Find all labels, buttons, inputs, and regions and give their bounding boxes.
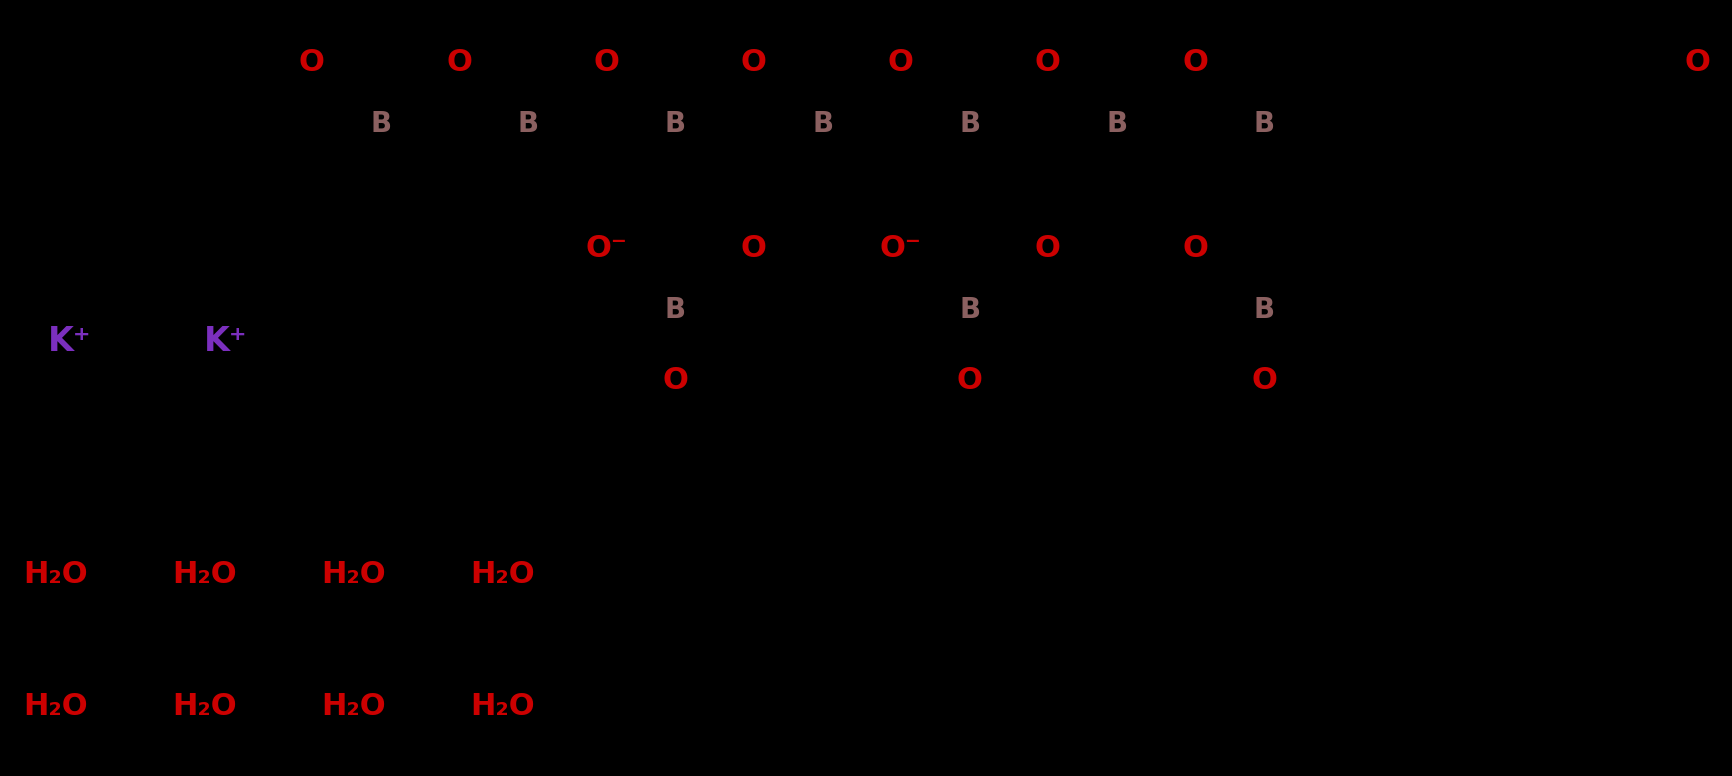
Text: H₂O: H₂O — [23, 691, 88, 721]
Text: O: O — [663, 365, 688, 395]
Text: O: O — [1183, 47, 1207, 77]
Text: B: B — [1254, 296, 1275, 324]
Text: O⁻: O⁻ — [585, 234, 627, 263]
Text: O: O — [1036, 47, 1060, 77]
Text: H₂O: H₂O — [469, 691, 535, 721]
Text: B: B — [518, 110, 539, 138]
Text: O: O — [447, 47, 471, 77]
Text: B: B — [960, 296, 980, 324]
Text: O: O — [741, 47, 766, 77]
Text: O: O — [1252, 365, 1276, 395]
Text: K⁺: K⁺ — [203, 325, 248, 358]
Text: O: O — [958, 365, 982, 395]
Text: H₂O: H₂O — [171, 691, 237, 721]
Text: O: O — [889, 47, 913, 77]
Text: H₂O: H₂O — [320, 691, 386, 721]
Text: O⁻: O⁻ — [880, 234, 921, 263]
Text: O: O — [741, 234, 766, 263]
Text: O: O — [1685, 47, 1709, 77]
Text: B: B — [1254, 110, 1275, 138]
Text: B: B — [960, 110, 980, 138]
Text: O: O — [1183, 234, 1207, 263]
Text: O: O — [594, 47, 618, 77]
Text: B: B — [812, 110, 833, 138]
Text: H₂O: H₂O — [171, 559, 237, 589]
Text: O: O — [1036, 234, 1060, 263]
Text: B: B — [665, 296, 686, 324]
Text: H₂O: H₂O — [320, 559, 386, 589]
Text: B: B — [665, 110, 686, 138]
Text: O: O — [300, 47, 324, 77]
Text: H₂O: H₂O — [23, 559, 88, 589]
Text: B: B — [1107, 110, 1128, 138]
Text: B: B — [371, 110, 391, 138]
Text: K⁺: K⁺ — [47, 325, 92, 358]
Text: H₂O: H₂O — [469, 559, 535, 589]
